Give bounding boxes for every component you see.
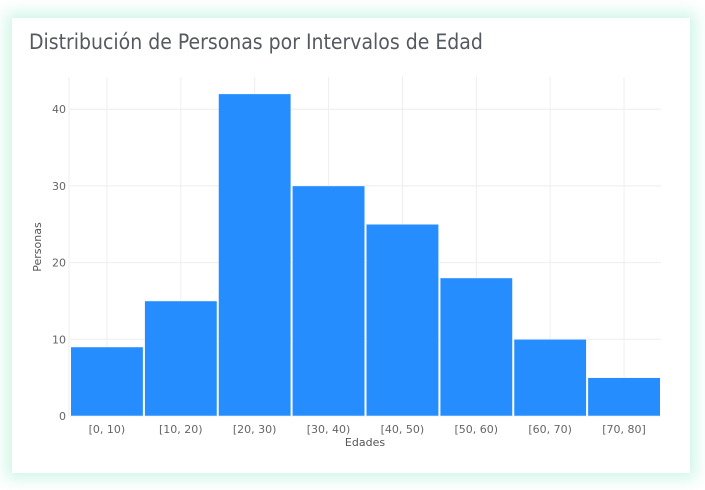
bar[interactable] xyxy=(292,185,365,417)
x-axis-ticks: [0, 10) [10, 20) [20, 30) [30, 40) [40, 50) [… xyxy=(89,423,646,436)
bar[interactable] xyxy=(366,224,439,417)
x-tick-label: [0, 10) xyxy=(89,423,126,436)
bar[interactable] xyxy=(513,339,587,417)
x-tick-label: [60, 70) xyxy=(528,423,572,436)
bar[interactable] xyxy=(70,346,144,417)
x-tick-label: [50, 60) xyxy=(455,423,499,436)
y-tick-label: 40 xyxy=(52,103,66,116)
y-tick-label: 10 xyxy=(52,333,66,346)
bars xyxy=(70,93,661,417)
x-axis-label: Edades xyxy=(345,436,385,449)
x-tick-label: [20, 30) xyxy=(233,423,277,436)
y-tick-label: 20 xyxy=(52,257,66,270)
bar[interactable] xyxy=(439,277,513,417)
y-axis-ticks: 0 10 20 30 40 xyxy=(52,103,66,423)
x-tick-label: [70, 80] xyxy=(602,423,646,436)
y-tick-label: 0 xyxy=(59,410,66,423)
x-tick-label: [30, 40) xyxy=(307,423,351,436)
bar[interactable] xyxy=(218,93,292,417)
chart-title: Distribución de Personas por Intervalos … xyxy=(29,30,483,54)
bar[interactable] xyxy=(587,377,661,417)
x-tick-label: [40, 50) xyxy=(381,423,425,436)
x-tick-label: [10, 20) xyxy=(159,423,203,436)
y-axis-label: Personas xyxy=(31,222,44,272)
y-tick-label: 30 xyxy=(52,180,66,193)
bar[interactable] xyxy=(144,300,218,417)
